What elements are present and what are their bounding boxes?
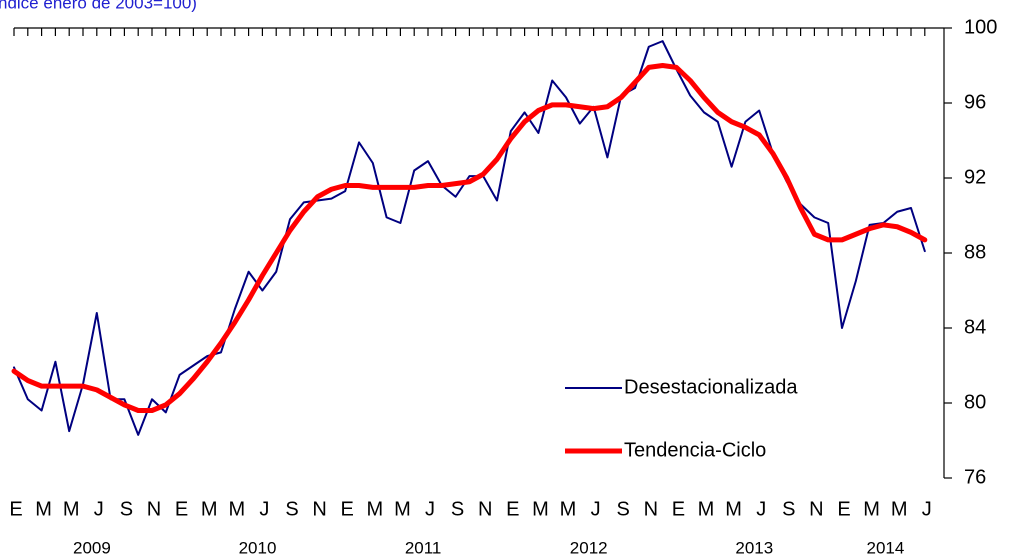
x-tick-label: J <box>259 498 269 520</box>
x-tick-label: M <box>63 498 80 520</box>
x-tick-label: J <box>756 498 766 520</box>
y-tick-label: 100 <box>964 16 997 38</box>
x-tick-label: J <box>94 498 104 520</box>
x-tick-label: M <box>366 498 383 520</box>
y-tick-label: 80 <box>964 391 986 413</box>
x-tick-label: N <box>147 498 161 520</box>
x-tick-label: E <box>9 498 22 520</box>
chart-subtitle: ndice enero de 2003=100) <box>0 0 197 12</box>
x-tick-label: J <box>922 498 932 520</box>
x-tick-label: N <box>809 498 823 520</box>
y-tick-label: 96 <box>964 91 986 113</box>
x-tick-label: N <box>312 498 326 520</box>
x-tick-label: M <box>532 498 549 520</box>
series-line <box>11 63 928 413</box>
x-tick-label: E <box>672 498 685 520</box>
x-tick-label: J <box>425 498 435 520</box>
x-tick-label: S <box>285 498 298 520</box>
x-tick-label: M <box>35 498 52 520</box>
x-tick-label: J <box>591 498 601 520</box>
x-tick-label: S <box>120 498 133 520</box>
x-tick-label: M <box>560 498 577 520</box>
x-tick-label: N <box>478 498 492 520</box>
y-tick-label: 92 <box>964 166 986 188</box>
x-tick-label: M <box>201 498 218 520</box>
year-label: 2011 <box>405 538 442 557</box>
year-label: 2012 <box>570 538 608 557</box>
x-tick-label: S <box>617 498 630 520</box>
y-tick-label: 88 <box>964 241 986 263</box>
x-tick-label: E <box>837 498 850 520</box>
x-tick-label: M <box>863 498 880 520</box>
legend-label: Tendencia-Ciclo <box>624 439 766 461</box>
year-label: 2009 <box>73 538 111 557</box>
x-tick-label: S <box>782 498 795 520</box>
x-tick-label: M <box>228 498 245 520</box>
x-tick-label: M <box>394 498 411 520</box>
x-tick-label: M <box>891 498 908 520</box>
y-tick-label: 76 <box>964 466 986 488</box>
year-label: 2014 <box>866 538 904 557</box>
year-label: 2013 <box>735 538 773 557</box>
x-tick-label: E <box>506 498 519 520</box>
y-tick-label: 84 <box>964 316 986 338</box>
legend-label: Desestacionalizada <box>624 376 798 398</box>
x-tick-label: M <box>698 498 715 520</box>
x-tick-label: E <box>175 498 188 520</box>
x-tick-label: M <box>725 498 742 520</box>
x-tick-label: N <box>644 498 658 520</box>
year-label: 2010 <box>239 538 277 557</box>
x-tick-label: S <box>451 498 464 520</box>
x-tick-label: E <box>341 498 354 520</box>
